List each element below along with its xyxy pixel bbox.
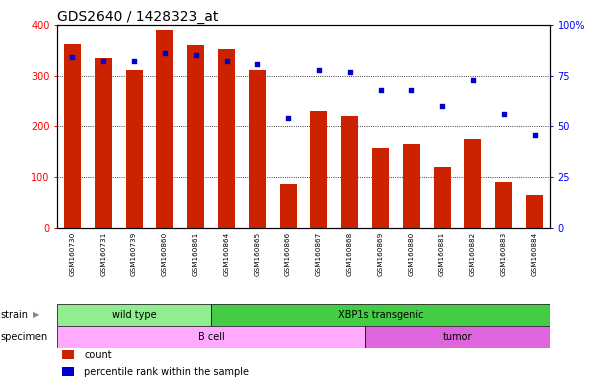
Text: GSM160730: GSM160730 xyxy=(70,232,76,276)
Text: GSM160884: GSM160884 xyxy=(531,232,537,276)
Text: B cell: B cell xyxy=(198,332,225,342)
Text: GSM160866: GSM160866 xyxy=(285,232,291,276)
Point xyxy=(438,103,447,109)
Bar xyxy=(341,116,358,228)
Bar xyxy=(62,350,75,359)
Point xyxy=(499,111,508,118)
Bar xyxy=(211,304,550,326)
Text: GSM160861: GSM160861 xyxy=(193,232,199,276)
Text: GSM160731: GSM160731 xyxy=(100,232,106,276)
Point xyxy=(283,115,293,121)
Bar xyxy=(156,30,173,228)
Bar xyxy=(95,58,112,228)
Point xyxy=(345,69,355,75)
Bar xyxy=(57,304,211,326)
Bar xyxy=(495,182,512,228)
Bar xyxy=(311,111,328,228)
Text: GSM160868: GSM160868 xyxy=(347,232,353,276)
Bar xyxy=(218,49,235,228)
Point xyxy=(314,66,324,73)
Bar xyxy=(188,45,204,228)
Bar xyxy=(365,326,550,348)
Text: count: count xyxy=(84,350,112,360)
Bar xyxy=(465,139,481,228)
Text: specimen: specimen xyxy=(1,332,48,342)
Text: GSM160869: GSM160869 xyxy=(377,232,383,276)
Text: percentile rank within the sample: percentile rank within the sample xyxy=(84,367,249,377)
Bar xyxy=(64,44,81,228)
Text: GSM160883: GSM160883 xyxy=(501,232,507,276)
Text: ▶: ▶ xyxy=(33,310,40,319)
Bar xyxy=(526,195,543,228)
Text: wild type: wild type xyxy=(112,310,156,320)
Point xyxy=(406,87,416,93)
Point xyxy=(129,58,139,65)
Point xyxy=(222,58,231,65)
Bar xyxy=(57,326,365,348)
Point xyxy=(529,131,539,137)
Bar xyxy=(434,167,451,228)
Point xyxy=(376,87,385,93)
Bar xyxy=(372,148,389,228)
Point xyxy=(160,50,169,56)
Bar xyxy=(126,70,142,228)
Text: strain: strain xyxy=(1,310,29,320)
Text: tumor: tumor xyxy=(443,332,472,342)
Text: GSM160880: GSM160880 xyxy=(408,232,414,276)
Text: GSM160882: GSM160882 xyxy=(470,232,476,276)
Text: XBP1s transgenic: XBP1s transgenic xyxy=(338,310,423,320)
Point xyxy=(99,58,108,65)
Point xyxy=(68,55,78,61)
Bar xyxy=(249,70,266,228)
Text: ▶: ▶ xyxy=(33,332,40,341)
Bar xyxy=(62,367,75,376)
Text: GSM160881: GSM160881 xyxy=(439,232,445,276)
Point xyxy=(191,52,201,58)
Text: GSM160864: GSM160864 xyxy=(224,232,230,276)
Bar xyxy=(403,144,419,228)
Text: GSM160860: GSM160860 xyxy=(162,232,168,276)
Point xyxy=(252,60,262,66)
Text: GSM160739: GSM160739 xyxy=(131,232,137,276)
Point xyxy=(468,77,478,83)
Text: GSM160867: GSM160867 xyxy=(316,232,322,276)
Text: GDS2640 / 1428323_at: GDS2640 / 1428323_at xyxy=(57,10,219,24)
Bar xyxy=(279,184,296,228)
Text: GSM160865: GSM160865 xyxy=(254,232,260,276)
